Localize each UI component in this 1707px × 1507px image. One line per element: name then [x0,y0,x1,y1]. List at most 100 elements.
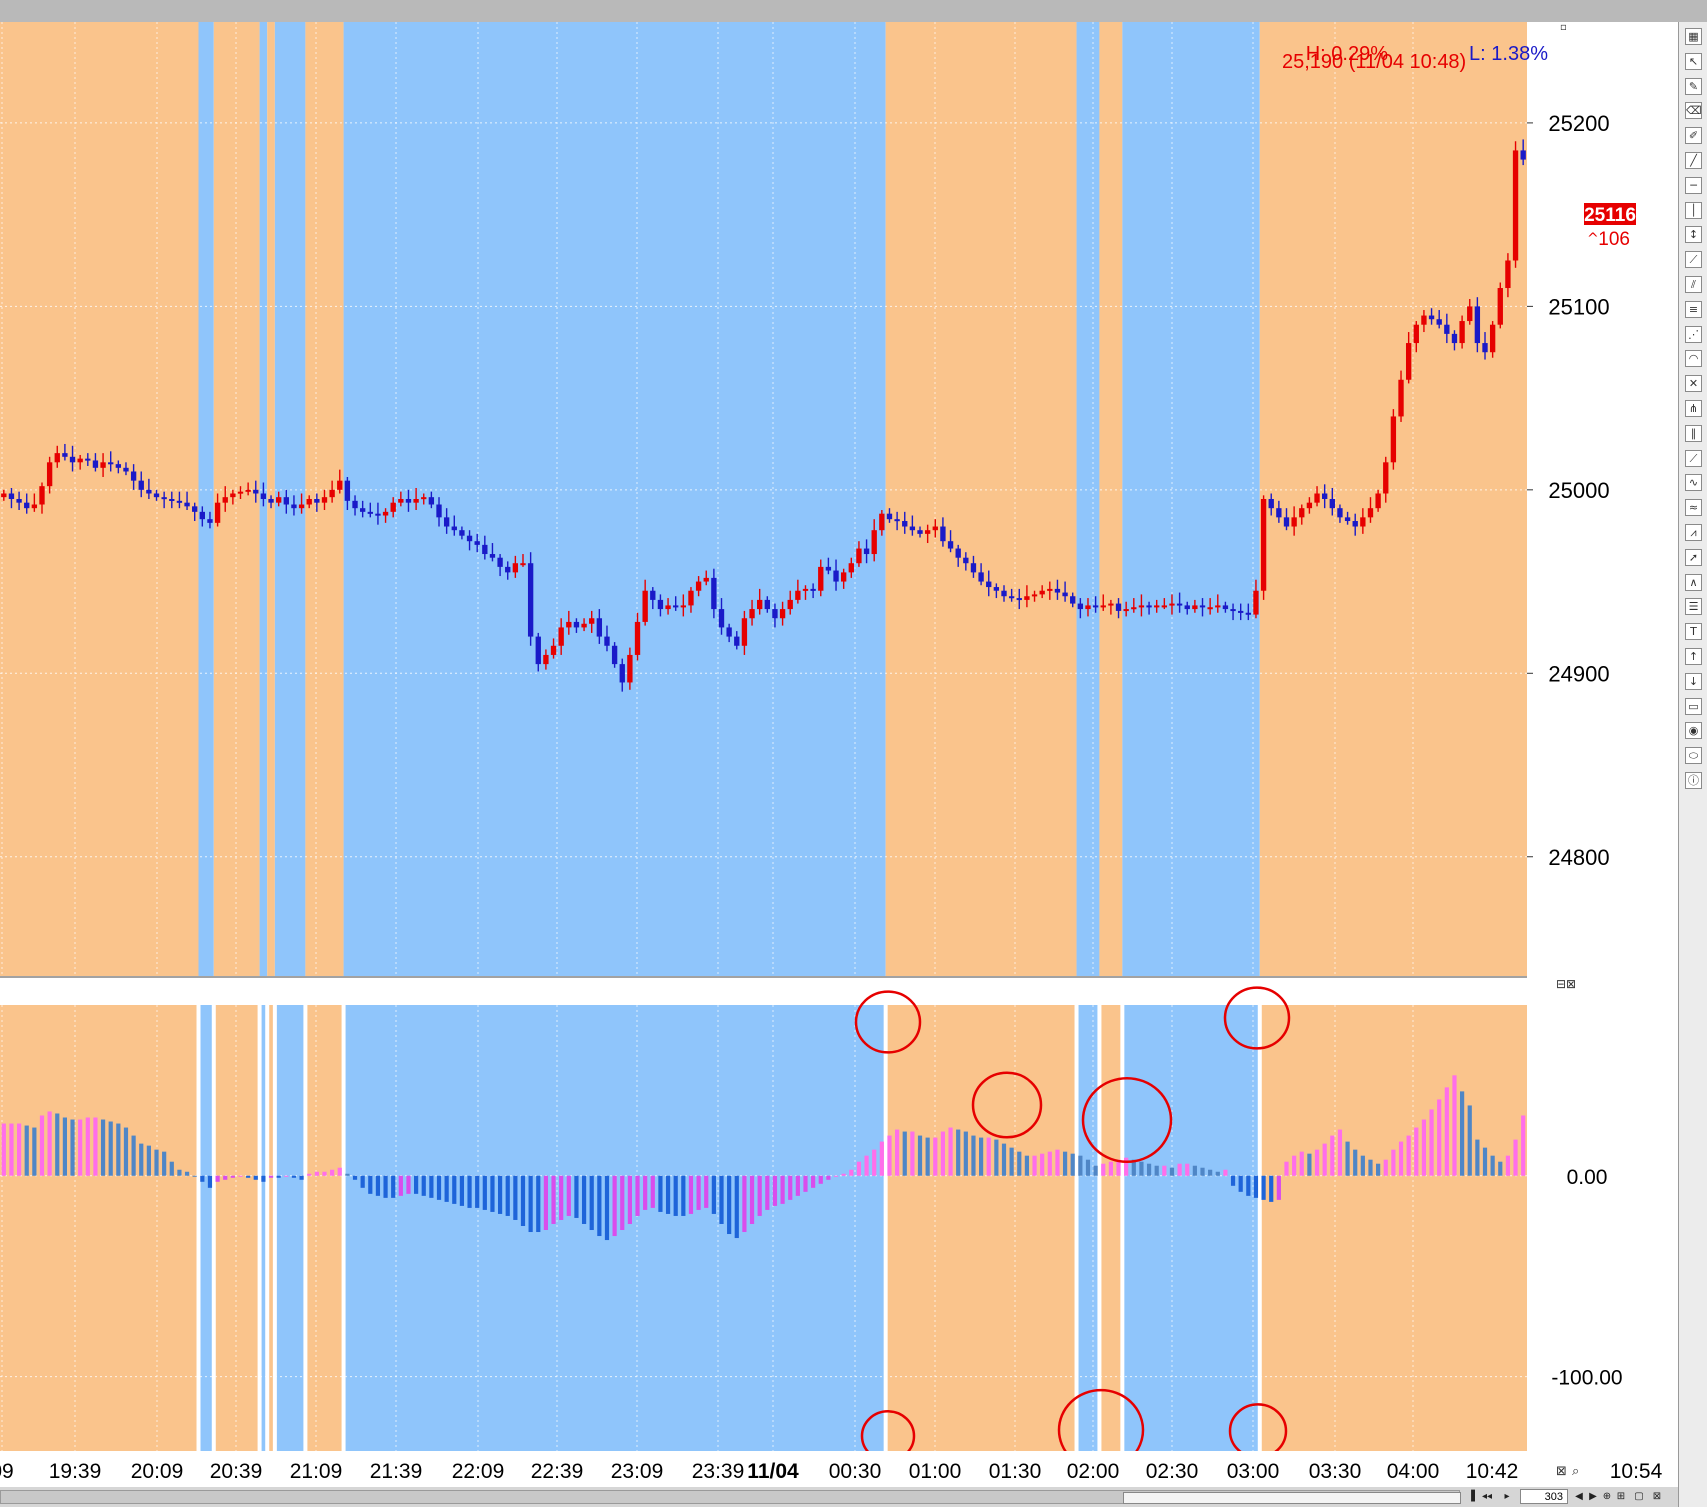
indicator-bar-117 [895,1129,900,1176]
regime-band-9 [1076,22,1100,976]
pane-close-icon[interactable]: ⊠ [1566,977,1576,991]
close-window-icon[interactable]: ⊠ [1652,1491,1662,1502]
candle-body-73 [558,627,564,646]
text-icon[interactable]: T [1685,623,1702,641]
fibonacci-icon[interactable]: ≡ [1685,300,1702,318]
cursor-icon[interactable]: ↖ [1685,52,1702,70]
eraser-icon[interactable]: ⌫ [1685,102,1702,120]
pattern-icon[interactable]: ⩘ [1685,524,1702,541]
candle-body-16 [123,467,129,472]
down-arrow-icon[interactable]: ↓ [1685,672,1702,690]
list-icon[interactable]: ☰ [1685,598,1702,616]
parallel-icon[interactable]: ∥ [1685,424,1702,442]
elliott-icon[interactable]: ∧ [1685,573,1702,591]
candle-3 [24,493,30,514]
candle-46 [352,495,358,516]
zoom-fit-icon[interactable]: ⊞ [1616,1491,1626,1502]
candle-173 [1322,484,1328,509]
candle-body-199 [1520,150,1526,160]
brush-icon[interactable]: ✐ [1685,127,1702,145]
horizontal-line-icon[interactable]: ─ [1685,176,1702,194]
candle-body-60 [459,530,465,536]
indicator-bar-35 [268,1175,274,1178]
candle-91 [695,576,702,597]
price-ytick-label-4: 24800 [1548,845,1609,870]
crosshair-icon[interactable]: ⊕ [1602,1491,1612,1502]
indicator-bar-25 [192,1175,197,1177]
wave-icon[interactable]: ≈ [1685,499,1702,517]
indicator-bar-78 [597,1175,602,1237]
candle-197 [1505,253,1511,298]
indicator-bar-126 [963,1131,968,1176]
candle-body-28 [214,502,221,523]
candle-body-37 [283,497,289,505]
candle-body-7 [54,453,60,463]
scroll-right-icon[interactable]: ▶ [1589,1491,1597,1502]
grid-icon[interactable]: ▦ [1685,28,1702,45]
fib-arc-icon[interactable]: ◠ [1685,350,1702,368]
pencil-icon[interactable]: ✎ [1685,77,1702,95]
candle-74 [566,610,572,635]
price-ytick-label-3: 24900 [1548,661,1609,686]
candle-59 [451,515,457,536]
circle-icon[interactable]: ◉ [1685,722,1702,740]
pane-max-icon[interactable]: ▫ [1560,22,1567,33]
pitchfork-icon[interactable]: ⋔ [1685,400,1702,417]
candle-11 [85,453,91,466]
candle-29 [222,486,228,512]
candle-172 [1314,486,1320,507]
indicator-bar-165 [1261,1175,1266,1200]
rectangle-icon[interactable]: ▭ [1685,697,1702,715]
scroll-thumb[interactable] [1123,1492,1461,1504]
candle-body-186 [1421,315,1427,325]
candle-body-196 [1497,288,1503,325]
expand-icon[interactable]: ▢ [1634,1491,1644,1502]
indicator-bar-30 [230,1175,235,1178]
candle-body-6 [46,462,53,487]
scroll-left-icon[interactable]: ◀ [1575,1491,1583,1502]
candle-body-151 [1154,605,1160,608]
regime-switch-gap-6 [303,1005,308,1451]
up-arrow-icon[interactable]: ↑ [1685,648,1702,665]
chart-canvas[interactable]: 25200 25100 25000 24900 24800 0.00 -100.00 09 19… [0,0,1678,1487]
candle-body-146 [1115,603,1122,611]
trend-line-icon[interactable]: ⟋ [1685,251,1702,269]
gann-icon[interactable]: ✕ [1685,375,1702,393]
candle-body-64 [489,554,496,558]
info-icon[interactable]: ⓘ [1685,772,1702,789]
cycle-icon[interactable]: ∿ [1685,474,1702,492]
bottom-bar: ▐ ◂◂ ▸ 303 ◀ ▶ ⊕ ⊞ ▢ ⊠ [0,1487,1678,1507]
regression-icon[interactable]: ⟋ [1685,449,1702,467]
magnifier-icon[interactable]: ⌕ [1572,1464,1579,1479]
horizontal-scrollbar[interactable] [0,1490,1461,1504]
indicator-bar-124 [948,1127,953,1176]
line-icon[interactable]: ╱ [1685,152,1702,169]
price-pane-background [0,22,1527,976]
jump-start-icon[interactable]: ▐ [1467,1491,1475,1502]
candle-38 [291,495,297,516]
pane-minimize-icon[interactable]: ⊟ [1556,977,1566,991]
rewind-icon[interactable]: ◂◂ [1481,1491,1493,1502]
bar-count-field[interactable]: 303 [1520,1489,1568,1504]
channel-icon[interactable]: ⫽ [1685,276,1702,293]
candle-body-120 [917,530,923,534]
indicator-bar-42 [322,1171,327,1176]
candle-64 [489,543,496,562]
candle-body-61 [466,535,473,542]
candle-body-49 [375,513,381,516]
play-icon[interactable]: ▸ [1504,1491,1510,1502]
measure-icon[interactable]: ↕ [1685,226,1702,244]
candle-136 [1039,585,1045,599]
ellipse-icon[interactable]: ⬭ [1685,747,1702,765]
indicator-bar-129 [986,1137,991,1176]
vertical-line-icon[interactable]: │ [1685,201,1702,219]
zoom-out-icon[interactable]: ⊠ [1556,1464,1567,1479]
fib-fan-icon[interactable]: ⋰ [1685,325,1702,343]
candle-body-128 [978,572,984,582]
candle-130 [993,583,1000,599]
indicator-bar-145 [1108,1161,1113,1176]
candle-body-82 [627,654,633,683]
indicator-bar-72 [551,1175,556,1224]
arrow-icon[interactable]: ➚ [1685,548,1702,566]
indicator-bar-153 [1169,1167,1175,1176]
